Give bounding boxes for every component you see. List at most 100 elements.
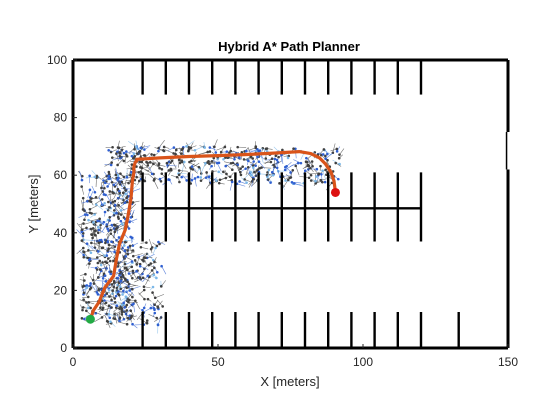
tree-node: [294, 164, 298, 168]
tree-node: [154, 246, 157, 250]
tree-node: [264, 147, 268, 151]
tree-node: [107, 313, 111, 316]
tree-edge: [109, 281, 120, 285]
tree-node: [124, 189, 128, 192]
tree-node: [91, 236, 94, 240]
tree-node: [160, 172, 164, 175]
tree-node: [122, 151, 126, 155]
tree-node: [103, 201, 106, 205]
tree-node: [134, 145, 138, 149]
tree-node: [125, 322, 129, 326]
tree-node: [321, 169, 324, 172]
tree-edge: [127, 315, 137, 319]
tree-node: [139, 146, 143, 150]
tree-node: [155, 270, 159, 274]
tree-edge: [125, 239, 135, 242]
tree-node: [82, 291, 86, 295]
tree-edge: [90, 276, 95, 284]
tree-node: [158, 177, 162, 181]
tree-node: [334, 161, 337, 165]
tree-node: [103, 293, 107, 297]
tree-node: [118, 307, 121, 310]
tree-node: [126, 246, 130, 249]
tree-node: [104, 301, 108, 305]
tree-node: [150, 172, 154, 176]
tree-edge: [86, 243, 94, 250]
tree-node: [222, 170, 225, 174]
tree-node: [150, 153, 153, 156]
tree-node: [180, 159, 184, 162]
tree-node: [108, 259, 112, 263]
tree-node: [311, 165, 314, 168]
tree-node: [130, 154, 134, 158]
tree-node: [120, 309, 124, 312]
tree-edge: [93, 288, 102, 293]
tree-node: [210, 164, 213, 168]
tree-edge: [113, 192, 123, 196]
tree-node: [224, 164, 228, 168]
tree-node: [258, 166, 262, 170]
tree-node: [120, 180, 124, 184]
tree-edge: [85, 176, 95, 179]
tree-node: [217, 170, 221, 174]
tree-edge: [153, 180, 159, 189]
tree-edge: [167, 165, 178, 167]
tree-node: [138, 262, 142, 266]
tree-node: [81, 306, 85, 309]
tree-node: [205, 171, 208, 174]
tree-node: [155, 244, 159, 248]
tree-edge: [122, 275, 127, 283]
tree-edge: [157, 315, 162, 326]
tree-node: [158, 166, 161, 170]
tree-node: [113, 297, 117, 300]
tree-edge: [95, 199, 103, 205]
tree-edge: [110, 225, 116, 233]
tree-node: [89, 251, 93, 255]
tree-node: [309, 173, 313, 177]
tree-edge: [126, 300, 134, 308]
tree-node: [129, 170, 133, 174]
tree-node: [122, 289, 125, 293]
tree-node: [254, 164, 257, 167]
tree-node: [167, 160, 171, 164]
tree-node: [139, 245, 143, 249]
tree-node: [180, 175, 183, 179]
tree-node: [88, 199, 91, 203]
tree-edge: [171, 160, 177, 169]
tree-edge: [272, 163, 278, 173]
tree-edge: [244, 179, 255, 184]
tree-edge: [281, 154, 284, 164]
tree-node: [252, 170, 256, 174]
tree-edge: [147, 163, 154, 173]
tree-node: [196, 175, 200, 179]
tree-edge: [126, 284, 136, 289]
tree-node: [106, 185, 109, 188]
tree-node: [83, 317, 86, 321]
tree-node: [93, 190, 97, 194]
tree-node: [174, 148, 178, 152]
tree-node: [96, 226, 100, 229]
tree-node: [112, 183, 116, 187]
tree-node: [98, 259, 102, 263]
tree-node: [257, 149, 261, 153]
tree-node: [102, 220, 106, 224]
tree-node: [264, 157, 268, 160]
tree-node: [80, 230, 84, 234]
tree-node: [199, 176, 203, 179]
tree-edge: [260, 154, 264, 164]
tree-edge: [103, 171, 109, 180]
tree-node: [239, 170, 242, 174]
tree-node: [257, 160, 261, 163]
tree-node: [190, 165, 194, 168]
tree-edge: [155, 294, 165, 299]
tree-edge: [148, 267, 155, 276]
tree-node: [222, 157, 225, 161]
tree-node: [116, 163, 119, 167]
tree-node: [82, 255, 86, 259]
tree-node: [322, 148, 326, 151]
tree-node: [100, 246, 104, 250]
tree-edge: [294, 183, 304, 187]
tree-node: [109, 228, 112, 232]
tree-node: [177, 158, 181, 162]
tree-edge: [243, 158, 253, 161]
